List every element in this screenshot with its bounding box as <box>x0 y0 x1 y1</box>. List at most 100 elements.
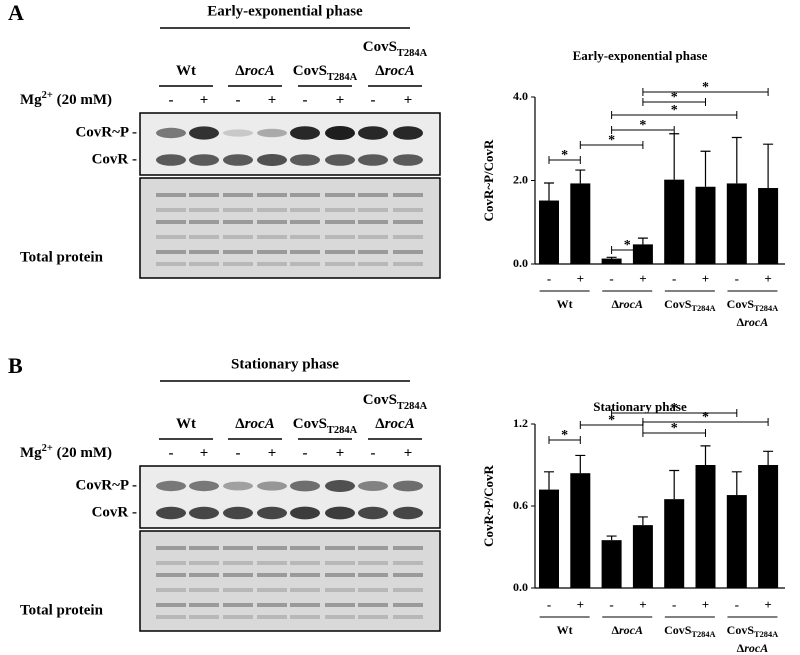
band <box>393 480 423 492</box>
bar <box>758 188 779 264</box>
significance-label: * <box>671 90 678 105</box>
y-axis-label: CovR~P/CovR <box>481 139 496 221</box>
band-label: CovR~P - <box>75 477 137 493</box>
band <box>393 506 423 520</box>
band <box>189 480 219 492</box>
band <box>290 506 320 520</box>
significance-bracket <box>548 156 581 164</box>
group-label: CovST284A <box>664 297 716 314</box>
group-label: CovST284A <box>363 392 428 411</box>
gel-band <box>257 262 287 266</box>
lane-sign: - <box>303 92 308 108</box>
group-label: CovST284A <box>727 297 779 314</box>
gel-band <box>393 193 423 197</box>
y-tick-label: 0.0 <box>513 256 528 270</box>
lane-sign: - <box>371 92 376 108</box>
gel-band <box>223 603 253 607</box>
gel-band <box>189 561 219 565</box>
band <box>223 506 253 520</box>
error-bar <box>637 237 648 245</box>
text-part: CovS <box>363 392 397 408</box>
gel-band <box>325 208 355 212</box>
band <box>393 154 423 166</box>
x-tick-label: + <box>577 597 584 612</box>
gel-band <box>156 615 186 619</box>
band <box>290 126 320 140</box>
band-label: CovR - <box>92 504 137 520</box>
blot-box <box>139 112 441 176</box>
gel-band <box>257 193 287 197</box>
bar <box>539 200 559 264</box>
band <box>358 481 388 491</box>
x-tick-label: + <box>639 271 646 286</box>
significance-bracket <box>642 418 769 426</box>
text-part: CovS <box>363 39 397 55</box>
panel-label: B <box>8 353 23 378</box>
gel-band <box>290 208 320 212</box>
bar <box>570 183 591 264</box>
error-bar <box>544 182 554 201</box>
significance-bracket <box>642 88 769 96</box>
gel-band <box>290 546 320 550</box>
significance-bracket <box>642 429 706 437</box>
bar <box>695 186 716 264</box>
chart-title: Early-exponential phase <box>573 48 708 63</box>
gel-band <box>156 588 186 592</box>
gel-band <box>223 250 253 254</box>
text-part: Δ <box>611 623 619 637</box>
gel-band <box>325 262 355 266</box>
gel-band <box>156 250 186 254</box>
text-part: rocA <box>744 315 768 329</box>
x-tick-label: - <box>735 597 739 612</box>
gel-band <box>156 561 186 565</box>
gel-band <box>290 250 320 254</box>
chart-title: Stationary phase <box>593 399 687 414</box>
significance-bracket <box>611 126 675 134</box>
group-label: Wt <box>176 63 196 79</box>
group-label: Wt <box>557 297 573 311</box>
significance-label: * <box>608 133 615 148</box>
significance-label: * <box>561 148 568 163</box>
error-bar <box>544 471 554 490</box>
gel-band <box>358 573 388 577</box>
group-label: ΔrocA <box>611 623 643 637</box>
text-part: CovS <box>664 623 692 637</box>
gel-band <box>257 603 287 607</box>
text-part: Mg <box>20 92 42 108</box>
gel-band <box>223 588 253 592</box>
gel-band <box>257 588 287 592</box>
band <box>257 128 287 138</box>
gel-band <box>325 561 355 565</box>
gel-band <box>156 220 186 224</box>
text-part: rocA <box>385 416 415 432</box>
error-bar <box>575 454 586 474</box>
gel-band <box>290 615 320 619</box>
y-axis-label: CovR~P/CovR <box>481 464 496 546</box>
lane-sign: + <box>336 92 345 108</box>
text-part: (20 mM) <box>53 92 112 108</box>
lane-sign: + <box>404 92 413 108</box>
gel-band <box>290 603 320 607</box>
gel-band <box>393 208 423 212</box>
significance-label: * <box>624 238 631 253</box>
band-label: CovR~P - <box>75 124 137 140</box>
gel-band <box>393 588 423 592</box>
band <box>189 126 219 140</box>
text-part: T284A <box>397 401 428 412</box>
gel-band <box>156 208 186 212</box>
text-part: Δ <box>235 63 245 79</box>
gel-band <box>257 235 287 239</box>
y-tick-label: 4.0 <box>513 89 528 103</box>
bar <box>726 183 747 264</box>
significance-bracket <box>611 409 738 417</box>
y-tick-label: 0.0 <box>513 580 528 594</box>
gel-band <box>257 546 287 550</box>
text-part: Δ <box>375 63 385 79</box>
text-part: CovS <box>293 63 327 79</box>
lane-sign: + <box>268 92 277 108</box>
gel-band <box>223 193 253 197</box>
bar <box>664 499 685 588</box>
gel-band <box>325 546 355 550</box>
band <box>290 154 320 166</box>
gel-band <box>358 193 388 197</box>
